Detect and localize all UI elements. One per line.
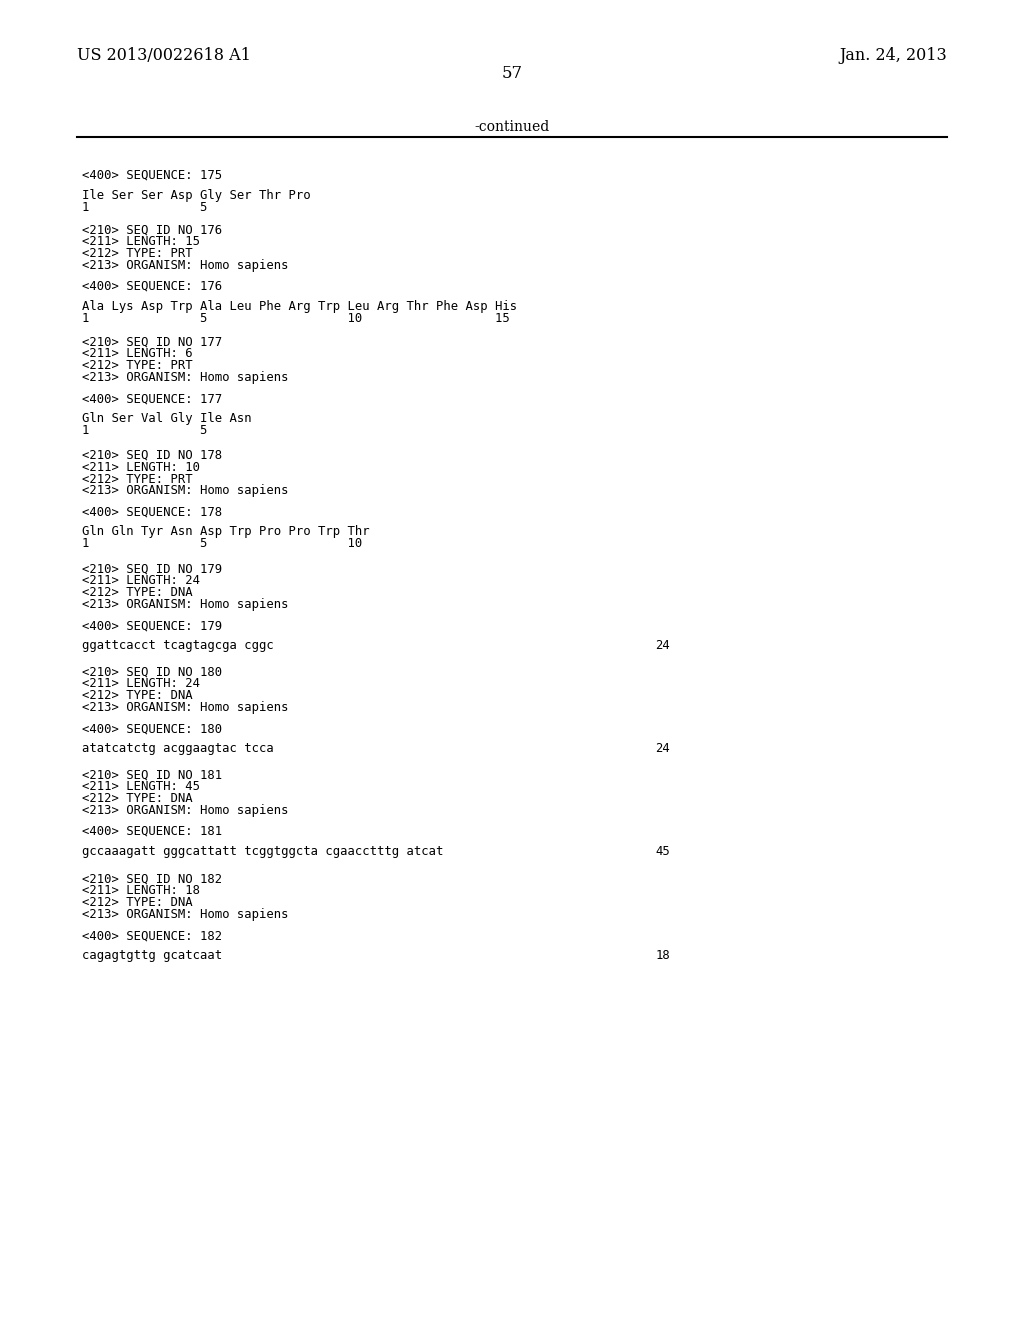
Text: <213> ORGANISM: Homo sapiens: <213> ORGANISM: Homo sapiens <box>82 701 289 714</box>
Text: Gln Gln Tyr Asn Asp Trp Pro Pro Trp Thr: Gln Gln Tyr Asn Asp Trp Pro Pro Trp Thr <box>82 525 370 539</box>
Text: 57: 57 <box>502 66 522 82</box>
Text: Ile Ser Ser Asp Gly Ser Thr Pro: Ile Ser Ser Asp Gly Ser Thr Pro <box>82 189 310 202</box>
Text: <211> LENGTH: 24: <211> LENGTH: 24 <box>82 677 200 690</box>
Text: <400> SEQUENCE: 181: <400> SEQUENCE: 181 <box>82 825 222 838</box>
Text: 1               5: 1 5 <box>82 424 207 437</box>
Text: <210> SEQ ID NO 180: <210> SEQ ID NO 180 <box>82 665 222 678</box>
Text: 45: 45 <box>655 845 670 858</box>
Text: <213> ORGANISM: Homo sapiens: <213> ORGANISM: Homo sapiens <box>82 908 289 921</box>
Text: <211> LENGTH: 18: <211> LENGTH: 18 <box>82 884 200 898</box>
Text: ggattcacct tcagtagcga cggc: ggattcacct tcagtagcga cggc <box>82 639 273 652</box>
Text: <212> TYPE: PRT: <212> TYPE: PRT <box>82 359 193 372</box>
Text: <213> ORGANISM: Homo sapiens: <213> ORGANISM: Homo sapiens <box>82 484 289 498</box>
Text: gccaaagatt gggcattatt tcggtggcta cgaacctttg atcat: gccaaagatt gggcattatt tcggtggcta cgaacct… <box>82 845 443 858</box>
Text: <212> TYPE: PRT: <212> TYPE: PRT <box>82 473 193 486</box>
Text: <400> SEQUENCE: 177: <400> SEQUENCE: 177 <box>82 392 222 405</box>
Text: <211> LENGTH: 6: <211> LENGTH: 6 <box>82 347 193 360</box>
Text: atatcatctg acggaagtac tcca: atatcatctg acggaagtac tcca <box>82 742 273 755</box>
Text: <211> LENGTH: 24: <211> LENGTH: 24 <box>82 574 200 587</box>
Text: cagagtgttg gcatcaat: cagagtgttg gcatcaat <box>82 949 222 962</box>
Text: <212> TYPE: DNA: <212> TYPE: DNA <box>82 896 193 909</box>
Text: <211> LENGTH: 45: <211> LENGTH: 45 <box>82 780 200 793</box>
Text: <210> SEQ ID NO 178: <210> SEQ ID NO 178 <box>82 449 222 462</box>
Text: <212> TYPE: DNA: <212> TYPE: DNA <box>82 689 193 702</box>
Text: 1               5                   10                  15: 1 5 10 15 <box>82 312 510 325</box>
Text: <210> SEQ ID NO 179: <210> SEQ ID NO 179 <box>82 562 222 576</box>
Text: <210> SEQ ID NO 181: <210> SEQ ID NO 181 <box>82 768 222 781</box>
Text: <211> LENGTH: 15: <211> LENGTH: 15 <box>82 235 200 248</box>
Text: <400> SEQUENCE: 182: <400> SEQUENCE: 182 <box>82 929 222 942</box>
Text: Jan. 24, 2013: Jan. 24, 2013 <box>840 48 947 63</box>
Text: <400> SEQUENCE: 180: <400> SEQUENCE: 180 <box>82 722 222 735</box>
Text: <400> SEQUENCE: 176: <400> SEQUENCE: 176 <box>82 280 222 293</box>
Text: <213> ORGANISM: Homo sapiens: <213> ORGANISM: Homo sapiens <box>82 804 289 817</box>
Text: -continued: -continued <box>474 120 550 133</box>
Text: <210> SEQ ID NO 177: <210> SEQ ID NO 177 <box>82 335 222 348</box>
Text: <213> ORGANISM: Homo sapiens: <213> ORGANISM: Homo sapiens <box>82 598 289 611</box>
Text: 24: 24 <box>655 639 670 652</box>
Text: <213> ORGANISM: Homo sapiens: <213> ORGANISM: Homo sapiens <box>82 259 289 272</box>
Text: 24: 24 <box>655 742 670 755</box>
Text: Ala Lys Asp Trp Ala Leu Phe Arg Trp Leu Arg Thr Phe Asp His: Ala Lys Asp Trp Ala Leu Phe Arg Trp Leu … <box>82 300 517 313</box>
Text: <212> TYPE: PRT: <212> TYPE: PRT <box>82 247 193 260</box>
Text: <212> TYPE: DNA: <212> TYPE: DNA <box>82 586 193 599</box>
Text: <400> SEQUENCE: 175: <400> SEQUENCE: 175 <box>82 169 222 182</box>
Text: <210> SEQ ID NO 182: <210> SEQ ID NO 182 <box>82 873 222 886</box>
Text: US 2013/0022618 A1: US 2013/0022618 A1 <box>77 48 251 63</box>
Text: 18: 18 <box>655 949 670 962</box>
Text: 1               5                   10: 1 5 10 <box>82 537 362 550</box>
Text: <400> SEQUENCE: 179: <400> SEQUENCE: 179 <box>82 619 222 632</box>
Text: Gln Ser Val Gly Ile Asn: Gln Ser Val Gly Ile Asn <box>82 412 252 425</box>
Text: <211> LENGTH: 10: <211> LENGTH: 10 <box>82 461 200 474</box>
Text: <212> TYPE: DNA: <212> TYPE: DNA <box>82 792 193 805</box>
Text: <210> SEQ ID NO 176: <210> SEQ ID NO 176 <box>82 223 222 236</box>
Text: 1               5: 1 5 <box>82 201 207 214</box>
Text: <400> SEQUENCE: 178: <400> SEQUENCE: 178 <box>82 506 222 519</box>
Text: <213> ORGANISM: Homo sapiens: <213> ORGANISM: Homo sapiens <box>82 371 289 384</box>
